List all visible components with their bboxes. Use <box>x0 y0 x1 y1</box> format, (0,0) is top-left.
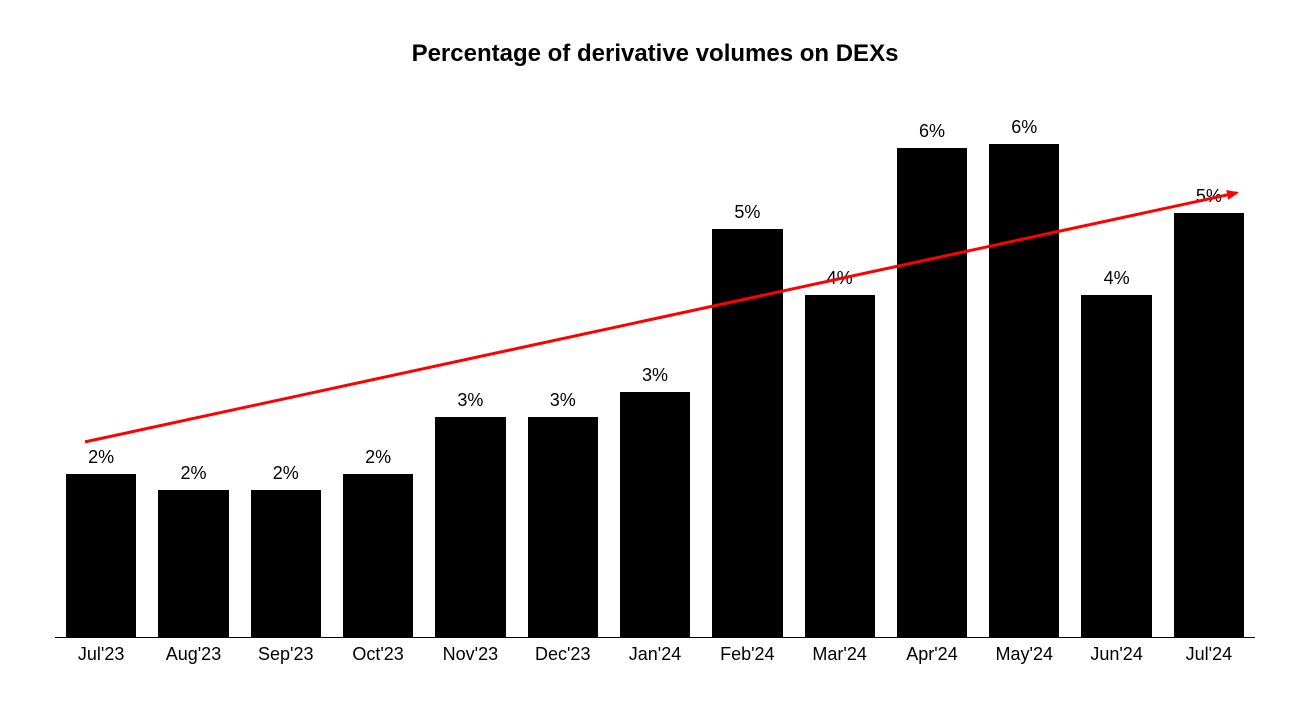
bar-value-label: 2% <box>88 447 114 468</box>
bar-value-label: 6% <box>919 121 945 142</box>
bar-value-label: 6% <box>1011 117 1037 138</box>
bar <box>897 148 967 637</box>
bar-value-label: 2% <box>180 463 206 484</box>
bar-group: 5% <box>1163 108 1255 637</box>
x-axis-labels: Jul'23Aug'23Sep'23Oct'23Nov'23Dec'23Jan'… <box>55 638 1255 668</box>
bar <box>158 490 228 637</box>
chart-title: Percentage of derivative volumes on DEXs <box>55 40 1255 68</box>
x-axis-label: Sep'23 <box>240 638 332 668</box>
bar <box>1081 295 1151 637</box>
x-axis-label: Feb'24 <box>701 638 793 668</box>
x-axis-label: May'24 <box>978 638 1070 668</box>
bar <box>66 474 136 637</box>
bar-group: 4% <box>794 108 886 637</box>
x-axis-label: Apr'24 <box>886 638 978 668</box>
bar-group: 6% <box>886 108 978 637</box>
x-axis-label: Jun'24 <box>1070 638 1162 668</box>
x-axis-label: Jul'24 <box>1163 638 1255 668</box>
bar-group: 5% <box>701 108 793 637</box>
bar-value-label: 4% <box>1104 268 1130 289</box>
bar-value-label: 2% <box>273 463 299 484</box>
bar-value-label: 3% <box>550 390 576 411</box>
x-axis-label: Mar'24 <box>794 638 886 668</box>
x-axis-label: Oct'23 <box>332 638 424 668</box>
x-axis-label: Jul'23 <box>55 638 147 668</box>
bar-group: 3% <box>424 108 516 637</box>
bar-value-label: 3% <box>457 390 483 411</box>
bar-value-label: 2% <box>365 447 391 468</box>
bar <box>712 229 782 637</box>
bar <box>805 295 875 637</box>
bar <box>620 392 690 637</box>
bar-group: 2% <box>55 108 147 637</box>
x-axis-label: Nov'23 <box>424 638 516 668</box>
bar-value-label: 4% <box>827 268 853 289</box>
bar-value-label: 5% <box>734 202 760 223</box>
bar <box>343 474 413 637</box>
bar <box>435 417 505 637</box>
bar-group: 3% <box>517 108 609 637</box>
bar-group: 4% <box>1070 108 1162 637</box>
x-axis-label: Aug'23 <box>147 638 239 668</box>
bars-row: 2% 2% 2% 2% 3% 3% 3% 5% 4% 6% 6% 4% 5% <box>55 108 1255 638</box>
bar-value-label: 5% <box>1196 186 1222 207</box>
bar-group: 6% <box>978 108 1070 637</box>
bar <box>528 417 598 637</box>
bar <box>251 490 321 637</box>
bar <box>1174 213 1244 637</box>
x-axis-label: Jan'24 <box>609 638 701 668</box>
plot-area: 2% 2% 2% 2% 3% 3% 3% 5% 4% 6% 6% 4% 5% Jul'23Aug'23S… <box>55 108 1255 668</box>
bar-group: 2% <box>147 108 239 637</box>
x-axis-label: Dec'23 <box>517 638 609 668</box>
bar <box>989 144 1059 637</box>
bar-group: 2% <box>240 108 332 637</box>
bar-group: 3% <box>609 108 701 637</box>
bar-chart: Percentage of derivative volumes on DEXs… <box>55 40 1255 700</box>
bar-group: 2% <box>332 108 424 637</box>
bar-value-label: 3% <box>642 365 668 386</box>
